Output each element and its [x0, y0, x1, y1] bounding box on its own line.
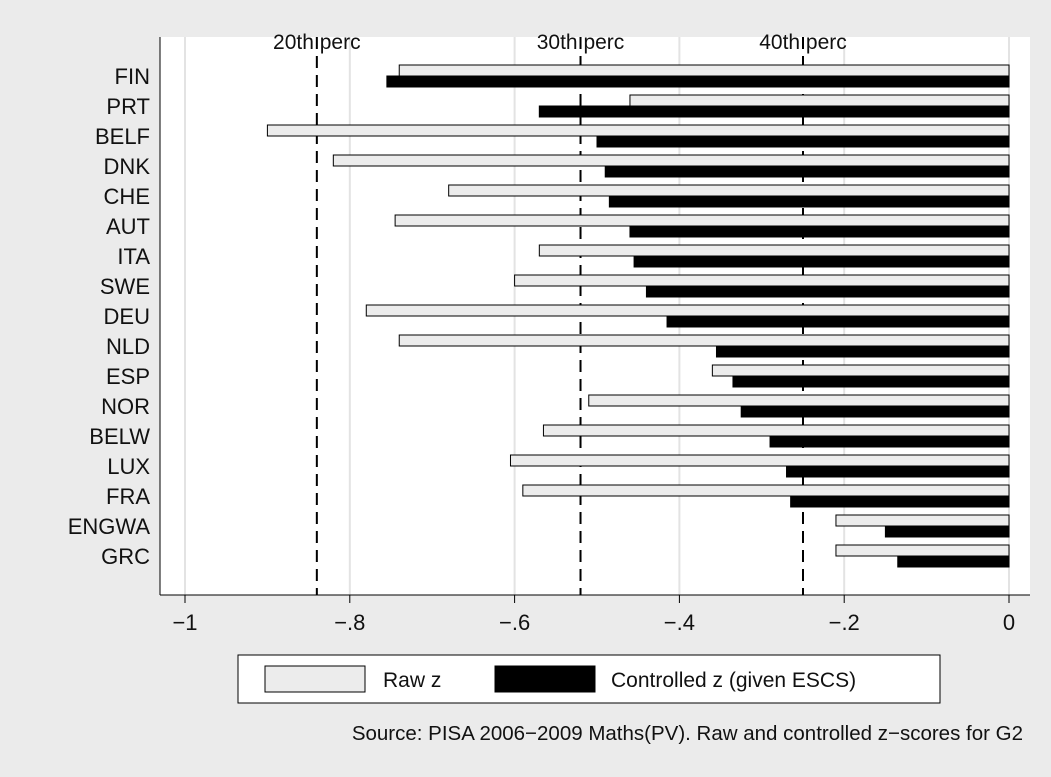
reference-line-label: 20th perc — [273, 31, 361, 54]
bar-raw-z — [365, 304, 1010, 317]
bar-raw-z — [332, 154, 1010, 167]
bar-controlled-z — [386, 75, 1010, 88]
bar-controlled-z — [897, 555, 1010, 568]
bar-raw-z — [835, 514, 1010, 527]
x-axis: −1 −.8 −.6 −.4 −.2 0 — [159, 37, 1030, 635]
category-label: LUX — [107, 454, 150, 479]
bar-raw-z — [522, 484, 1010, 497]
x-tick-label: −.2 — [829, 610, 860, 635]
bar-raw-z — [266, 124, 1010, 137]
category-labels: FIN PRT BELF DNK CHE AUT ITA SWE DEU NLD ESP NOR BEL… — [68, 64, 151, 569]
bar-raw-z — [538, 244, 1010, 257]
bar-controlled-z — [604, 165, 1010, 178]
bar-controlled-z — [786, 465, 1010, 478]
category-label: ENGWA — [68, 514, 151, 539]
legend-label-controlled: Controlled z (given ESCS) — [611, 669, 856, 692]
bar-raw-z — [398, 64, 1010, 77]
bar-controlled-z — [769, 435, 1010, 448]
category-label: FRA — [106, 484, 150, 509]
x-tick-label: −.6 — [499, 610, 530, 635]
bar-controlled-z — [790, 495, 1010, 508]
category-label: NLD — [106, 334, 150, 359]
category-label: NOR — [101, 394, 150, 419]
bar-controlled-z — [666, 315, 1010, 328]
bars — [266, 64, 1010, 568]
bar-controlled-z — [884, 525, 1010, 538]
bar-raw-z — [509, 454, 1010, 467]
bar-raw-z — [629, 94, 1010, 107]
x-tick-label: 0 — [1003, 610, 1015, 635]
bar-raw-z — [835, 544, 1010, 557]
bar-raw-z — [398, 334, 1010, 347]
legend-swatch-controlled — [494, 665, 596, 693]
reference-line-label: 30th perc — [537, 31, 625, 54]
bar-raw-z — [394, 214, 1010, 227]
bar-controlled-z — [645, 285, 1010, 298]
x-tick-label: −1 — [172, 610, 197, 635]
legend-label-raw: Raw z — [383, 669, 441, 692]
category-label: DNK — [104, 154, 151, 179]
category-label: SWE — [100, 274, 150, 299]
category-label: GRC — [101, 544, 150, 569]
category-label: AUT — [106, 214, 150, 239]
bar-raw-z — [542, 424, 1010, 437]
bar-raw-z — [588, 394, 1010, 407]
category-label: FIN — [115, 64, 150, 89]
x-tick-label: −.8 — [334, 610, 365, 635]
bar-controlled-z — [740, 405, 1010, 418]
category-label: DEU — [104, 304, 150, 329]
bar-raw-z — [711, 364, 1010, 377]
bar-raw-z — [448, 184, 1010, 197]
category-label: CHE — [104, 184, 150, 209]
bar-controlled-z — [608, 195, 1010, 208]
bar-raw-z — [514, 274, 1010, 287]
reference-line-label: 40th perc — [759, 31, 847, 54]
source-note: Source: PISA 2006−2009 Maths(PV). Raw an… — [352, 722, 1023, 745]
bar-controlled-z — [538, 105, 1010, 118]
legend-swatch-raw — [264, 665, 366, 693]
bar-controlled-z — [633, 255, 1010, 268]
legend: Raw z Controlled z (given ESCS) — [237, 654, 941, 704]
category-label: BELW — [89, 424, 150, 449]
bar-controlled-z — [596, 135, 1010, 148]
bar-controlled-z — [732, 375, 1010, 388]
category-label: ESP — [106, 364, 150, 389]
category-label: BELF — [95, 124, 150, 149]
category-label: PRT — [106, 94, 150, 119]
bar-controlled-z — [715, 345, 1010, 358]
category-label: ITA — [117, 244, 150, 269]
x-tick-label: −.4 — [664, 610, 695, 635]
bar-controlled-z — [629, 225, 1010, 238]
